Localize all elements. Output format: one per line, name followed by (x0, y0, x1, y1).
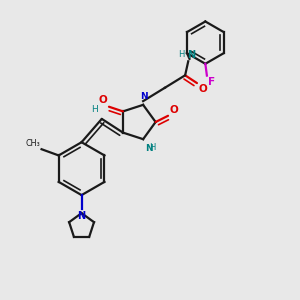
Text: N: N (77, 211, 86, 221)
Text: N: N (140, 92, 148, 101)
Text: H: H (149, 143, 156, 152)
Text: H: H (178, 50, 184, 59)
Text: N: N (146, 144, 153, 153)
Text: N: N (188, 50, 196, 60)
Text: H: H (92, 105, 98, 114)
Text: CH₃: CH₃ (26, 139, 40, 148)
Text: O: O (98, 95, 107, 106)
Text: F: F (208, 77, 214, 88)
Text: O: O (199, 84, 208, 94)
Text: O: O (170, 104, 179, 115)
